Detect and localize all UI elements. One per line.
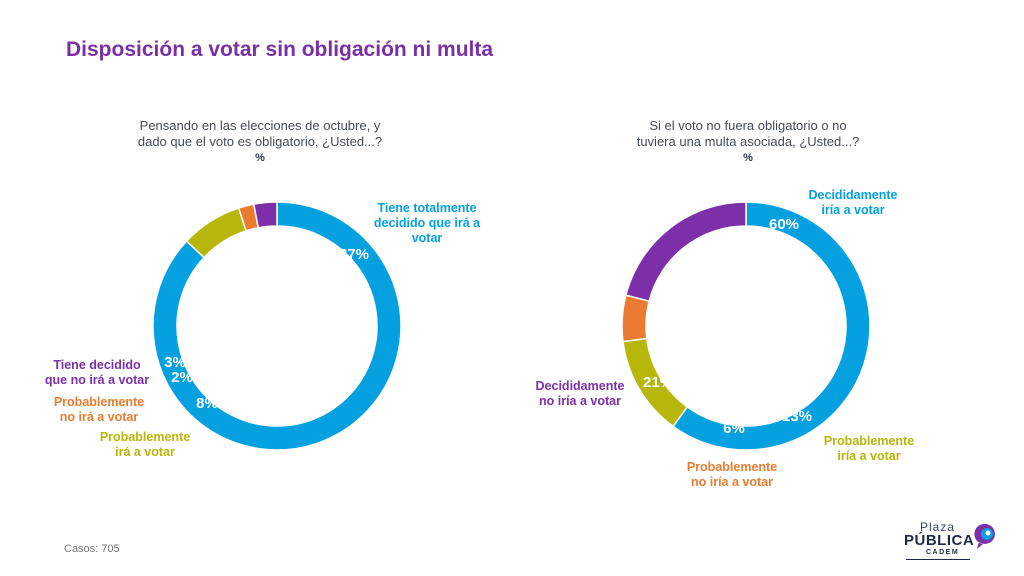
chart2-value-label-2: 13%: [782, 408, 812, 425]
chart2-category-label-2: Probablemente iría a votar: [824, 434, 914, 463]
chart1-category-label-4: Tiene decidido que no irá a votar: [45, 358, 149, 387]
chart1-value-label-2: 8%: [196, 395, 218, 412]
page-title: Disposición a votar sin obligación ni mu…: [66, 38, 494, 61]
plaza-publica-logo: Plaza PÚBLICA CADEM: [898, 518, 1008, 562]
question-right-line2: tuviera una multa asociada, ¿Usted...?: [636, 134, 860, 149]
chart1-category-label-1: Tiene totalmente decidido que irá a votar: [374, 201, 481, 245]
chart1-value-label-3: 2%: [171, 369, 193, 386]
logo-plaza: Plaza: [920, 520, 956, 534]
chart2-slice-3: [621, 294, 651, 343]
chart2-value-label-3: 6%: [723, 420, 745, 437]
cases-label: Casos:: [64, 543, 99, 555]
chart2-category-label-1: Decididamente iría a votar: [809, 188, 898, 217]
question-right: Si el voto no fuera obligatorio o no tuv…: [598, 118, 898, 166]
chart1-category-label-3: Probablemente no irá a votar: [54, 395, 144, 424]
chart2-category-label-3: Probablemente no iría a votar: [687, 460, 777, 489]
question-left-line1: Pensando en las elecciones de octubre, y: [139, 118, 381, 133]
logo-bubble-icon: [974, 523, 995, 549]
logo-cadem: CADEM: [926, 549, 960, 556]
logo-publica: PÚBLICA: [904, 532, 975, 549]
chart2-value-label-4: 21%: [643, 374, 673, 391]
chart2-category-label-4: Decididamente no iría a votar: [536, 379, 625, 408]
cases-value: 705: [101, 543, 120, 555]
chart1-value-label-1: 87%: [339, 246, 369, 263]
chart1-value-label-4: 3%: [164, 354, 186, 371]
chart2-value-label-1: 60%: [769, 216, 799, 233]
question-left-line2: dado que el voto es obligatorio, ¿Usted.…: [137, 134, 383, 149]
chart1-slice-1: [152, 201, 402, 451]
chart1-slice-2: [185, 207, 248, 259]
logo-rule: [906, 559, 970, 560]
chart2-slice-1: [672, 201, 871, 451]
chart2-slice-4: [624, 201, 747, 303]
question-left-unit: %: [255, 152, 265, 164]
question-right-line1: Si el voto no fuera obligatorio o no: [649, 118, 847, 133]
question-right-unit: %: [743, 152, 753, 164]
cases-footer: Casos: 705: [64, 543, 120, 555]
chart1-slice-4: [252, 201, 278, 229]
chart1-category-label-2: Probablemente irá a votar: [100, 430, 190, 459]
question-left: Pensando en las elecciones de octubre, y…: [110, 118, 410, 166]
